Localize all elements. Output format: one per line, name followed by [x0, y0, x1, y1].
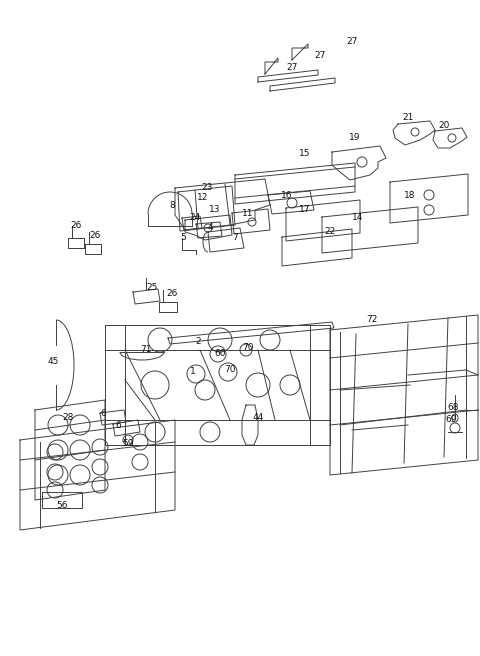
Text: 6: 6: [100, 409, 106, 417]
Text: 26: 26: [70, 220, 82, 230]
Text: 21: 21: [402, 113, 414, 123]
Text: 69: 69: [445, 415, 457, 424]
Text: 6: 6: [115, 422, 121, 430]
Text: 23: 23: [201, 184, 213, 192]
Text: 2: 2: [195, 337, 201, 346]
Text: 70: 70: [224, 365, 236, 375]
Text: 14: 14: [352, 213, 364, 222]
Text: 44: 44: [252, 413, 264, 422]
Text: 60: 60: [214, 348, 226, 358]
Text: 24: 24: [190, 213, 201, 222]
Text: 59: 59: [122, 438, 134, 447]
Text: 20: 20: [438, 121, 450, 131]
Text: 12: 12: [197, 192, 209, 201]
Text: 1: 1: [190, 367, 196, 377]
Text: 56: 56: [56, 501, 68, 510]
Text: 7: 7: [232, 234, 238, 243]
Text: 22: 22: [324, 228, 336, 237]
Text: 27: 27: [346, 37, 358, 47]
Text: 11: 11: [242, 209, 254, 218]
Text: 72: 72: [366, 316, 378, 325]
Text: 25: 25: [146, 283, 158, 293]
Text: 70: 70: [242, 344, 254, 352]
Text: 28: 28: [62, 413, 74, 422]
Text: 26: 26: [166, 289, 178, 298]
Text: 26: 26: [89, 230, 101, 239]
Text: 27: 27: [286, 62, 298, 72]
Text: 13: 13: [209, 205, 221, 215]
Text: 45: 45: [48, 358, 59, 367]
Text: 27: 27: [314, 51, 326, 60]
Text: 16: 16: [281, 192, 293, 201]
Text: 18: 18: [404, 192, 416, 201]
Text: 15: 15: [299, 148, 311, 157]
Text: 71: 71: [140, 346, 152, 354]
Text: 19: 19: [349, 134, 361, 142]
Text: 17: 17: [299, 205, 311, 215]
Text: 68: 68: [447, 403, 459, 413]
Text: 4: 4: [207, 224, 213, 232]
Text: 5: 5: [180, 232, 186, 241]
Text: 8: 8: [169, 201, 175, 209]
